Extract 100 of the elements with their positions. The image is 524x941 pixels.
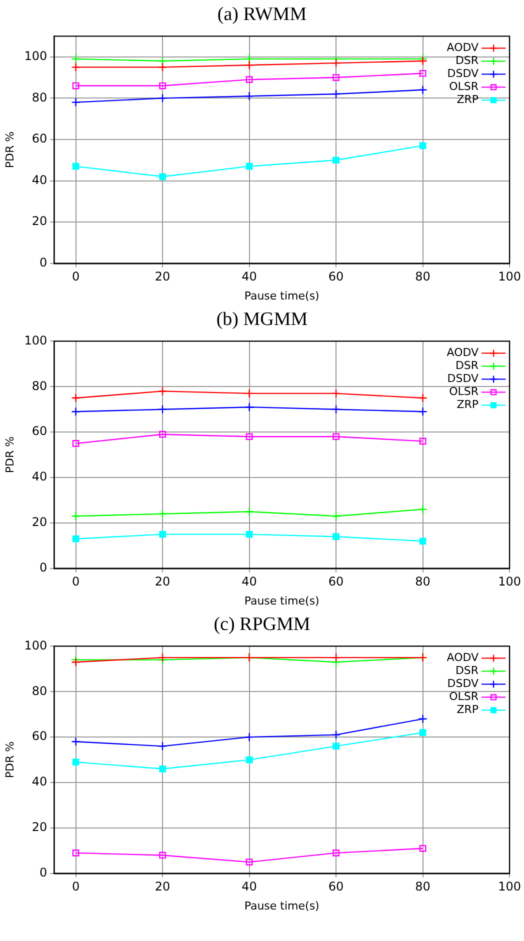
point — [244, 388, 254, 398]
point — [158, 94, 168, 103]
point — [419, 538, 426, 545]
point — [158, 652, 168, 662]
x-tick-label: 60 — [328, 574, 344, 589]
point — [419, 70, 426, 77]
legend-label: OLSR — [449, 385, 479, 398]
point — [72, 850, 80, 856]
y-tick-label: 0 — [39, 560, 48, 575]
point — [72, 758, 80, 766]
legend-label: AODV — [446, 346, 480, 360]
point — [158, 742, 168, 751]
legend-label: ZRP — [456, 703, 479, 716]
point — [419, 844, 426, 852]
x-tick-label: 100 — [498, 270, 521, 284]
point — [246, 433, 253, 440]
point — [331, 89, 341, 99]
legend-label: OLSR — [449, 80, 479, 94]
legend-label: ZRP — [456, 93, 479, 106]
chart-title: (c) RPGMM — [212, 613, 312, 636]
chart-title: (a) RWMM — [216, 3, 308, 26]
y-tick-label: 100 — [24, 333, 48, 348]
point — [71, 98, 80, 107]
legend-label: DSR — [455, 664, 479, 678]
x-tick-label: 80 — [415, 880, 430, 894]
point — [244, 402, 254, 412]
x-tick-label: 20 — [154, 574, 170, 589]
point — [331, 388, 341, 398]
point — [331, 58, 341, 68]
point — [332, 433, 340, 440]
point — [71, 393, 80, 403]
point — [71, 407, 80, 416]
legend-label: DSR — [455, 54, 479, 68]
point — [246, 162, 253, 170]
x-tick-label: 40 — [242, 574, 257, 589]
x-tick-label: 0 — [72, 574, 80, 589]
point — [72, 440, 80, 447]
x-tick-label: 80 — [415, 270, 430, 284]
point — [244, 732, 254, 742]
legend-label: OLSR — [449, 690, 479, 704]
legend-label: DSDV — [447, 372, 480, 386]
x-tick-label: 100 — [498, 880, 521, 894]
point — [158, 386, 168, 396]
point — [159, 173, 166, 180]
point — [244, 60, 254, 70]
legend-label: ZRP — [456, 398, 479, 412]
y-tick-label: 100 — [24, 638, 48, 652]
legend-label: DSR — [455, 359, 479, 372]
point — [419, 729, 426, 736]
x-axis-title: Pause time(s) — [244, 899, 320, 912]
point — [246, 858, 253, 866]
point — [246, 530, 253, 538]
point — [418, 407, 428, 416]
x-tick-label: 20 — [154, 880, 170, 894]
y-tick-label: 80 — [32, 378, 48, 393]
point — [331, 730, 341, 740]
point — [72, 535, 80, 542]
y-axis-title: PDR % — [3, 436, 16, 474]
x-tick-label: 80 — [415, 574, 430, 589]
point — [159, 765, 166, 772]
y-tick-label: 60 — [32, 729, 48, 744]
point — [332, 533, 340, 540]
point — [159, 430, 166, 438]
point — [71, 737, 80, 746]
x-tick-label: 60 — [328, 880, 344, 894]
x-tick-label: 100 — [498, 574, 521, 589]
point — [332, 156, 340, 164]
point — [418, 714, 428, 724]
point — [159, 82, 166, 90]
point — [418, 85, 428, 94]
y-tick-label: 40 — [32, 470, 48, 484]
legend-label: AODV — [446, 651, 480, 664]
point — [158, 509, 168, 518]
y-tick-label: 100 — [24, 48, 48, 63]
point — [158, 404, 168, 414]
point — [158, 56, 168, 66]
x-tick-label: 20 — [154, 270, 170, 284]
x-tick-label: 0 — [72, 270, 80, 284]
y-axis-title: PDR % — [3, 741, 16, 778]
y-tick-label: 20 — [32, 515, 48, 530]
point — [331, 652, 341, 662]
y-tick-label: 80 — [32, 90, 48, 104]
point — [71, 658, 80, 667]
point — [72, 162, 80, 170]
point — [332, 74, 340, 81]
y-tick-label: 0 — [39, 866, 48, 880]
y-tick-label: 0 — [39, 256, 48, 270]
point — [71, 512, 80, 521]
point — [419, 438, 426, 445]
x-tick-label: 60 — [328, 270, 344, 284]
point — [71, 54, 80, 64]
point — [158, 62, 168, 72]
legend-label: DSDV — [447, 67, 480, 80]
x-tick-label: 40 — [242, 270, 257, 284]
y-tick-label: 60 — [32, 132, 48, 146]
point — [246, 76, 253, 84]
y-tick-label: 80 — [32, 684, 48, 698]
y-axis-title: PDR % — [3, 131, 16, 168]
point — [159, 530, 166, 538]
point — [331, 512, 341, 521]
